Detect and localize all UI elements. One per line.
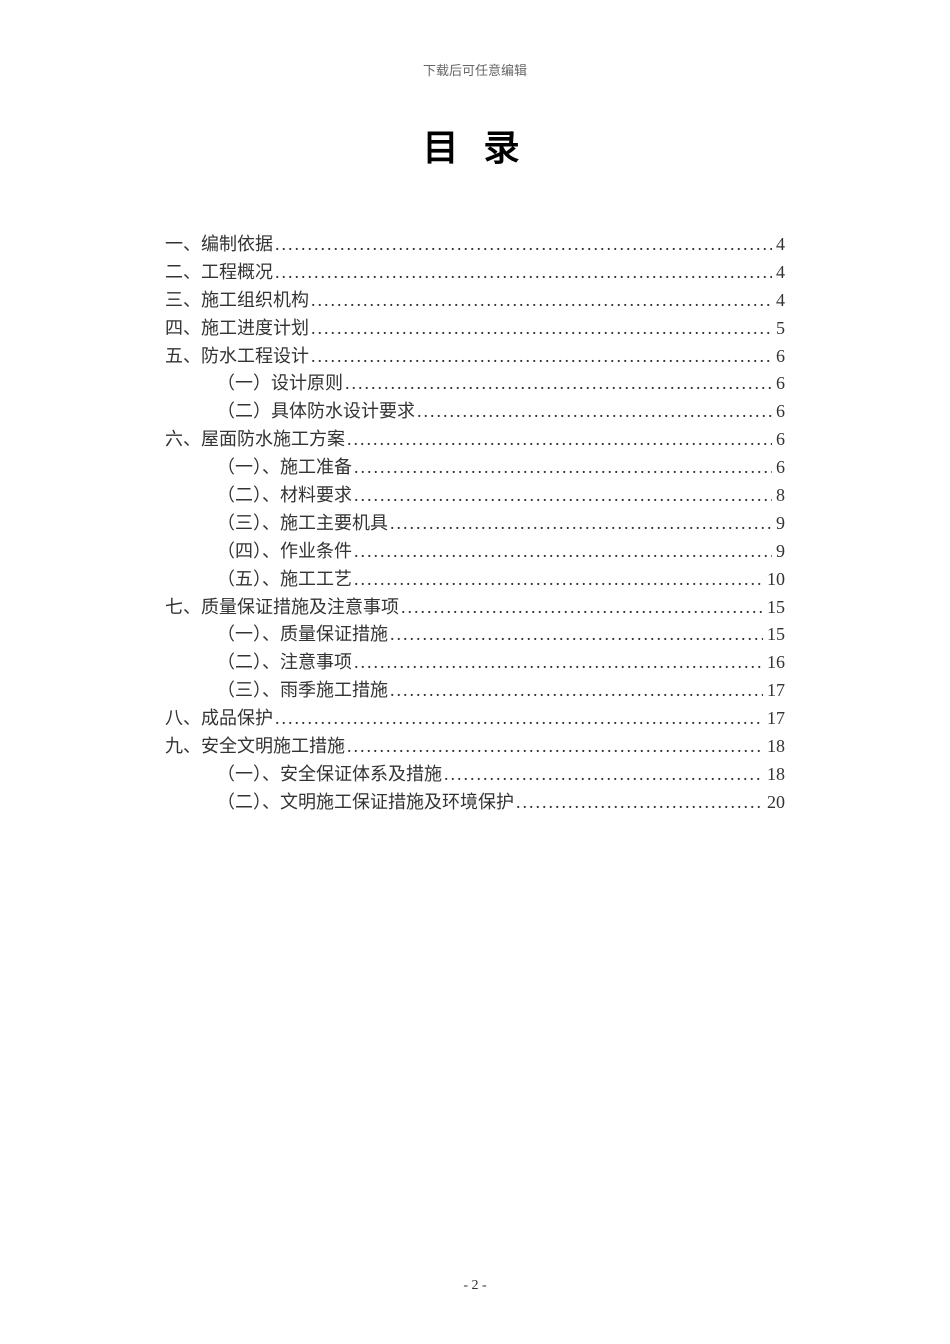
toc-entry: 六、屋面防水施工方案 6	[165, 426, 785, 454]
toc-entry-label: 六、屋面防水施工方案	[165, 426, 345, 454]
toc-dots	[390, 510, 772, 538]
toc-dots	[275, 259, 772, 287]
toc-entry-page: 8	[774, 482, 785, 510]
toc-dots	[516, 789, 763, 817]
toc-entry-page: 5	[774, 315, 785, 343]
toc-entry: （四）、作业条件 9	[165, 538, 785, 566]
toc-entry: 四、施工进度计划 5	[165, 315, 785, 343]
toc-entry: 八、成品保护 17	[165, 705, 785, 733]
toc-dots	[347, 426, 772, 454]
toc-entry-page: 20	[765, 789, 785, 817]
toc-entry-page: 6	[774, 454, 785, 482]
toc-dots	[354, 482, 772, 510]
toc-dots	[354, 454, 772, 482]
toc-entry-label: （三）、雨季施工措施	[217, 677, 388, 705]
toc-entry-label: 五、防水工程设计	[165, 343, 309, 371]
toc-entry: （一）设计原则 6	[165, 370, 785, 398]
toc-entry: 二、工程概况 4	[165, 259, 785, 287]
toc-entry-label: （一）设计原则	[217, 370, 343, 398]
toc-entry-page: 17	[765, 705, 785, 733]
toc-entry: （一）、质量保证措施 15	[165, 621, 785, 649]
toc-entry-page: 6	[774, 343, 785, 371]
toc-dots	[311, 343, 772, 371]
toc-entry-label: （三）、施工主要机具	[217, 510, 388, 538]
toc-entry-label: （二）、材料要求	[217, 482, 352, 510]
toc-entry-label: 四、施工进度计划	[165, 315, 309, 343]
toc-entry: 七、质量保证措施及注意事项 15	[165, 594, 785, 622]
toc-dots	[311, 287, 772, 315]
toc-dots	[444, 761, 763, 789]
toc-dots	[311, 315, 772, 343]
toc-entry: （二）、材料要求 8	[165, 482, 785, 510]
toc-entry-page: 15	[765, 621, 785, 649]
toc-entry-label: （二）、注意事项	[217, 649, 352, 677]
toc-entry-label: （一）、质量保证措施	[217, 621, 388, 649]
toc-entry-label: （五）、施工工艺	[217, 566, 352, 594]
page-title: 目 录	[0, 119, 950, 171]
toc-entry: 九、安全文明施工措施 18	[165, 733, 785, 761]
toc-entry: 一、编制依据 4	[165, 231, 785, 259]
toc-entry: 五、防水工程设计 6	[165, 343, 785, 371]
table-of-contents: 一、编制依据4二、工程概况4三、施工组织机构4四、施工进度计划5五、防水工程设计…	[165, 231, 785, 817]
toc-entry-label: 七、质量保证措施及注意事项	[165, 594, 399, 622]
toc-entry-page: 17	[765, 677, 785, 705]
toc-entry-page: 9	[774, 510, 785, 538]
toc-dots	[275, 705, 763, 733]
toc-entry-label: 三、施工组织机构	[165, 287, 309, 315]
toc-entry-label: 一、编制依据	[165, 231, 273, 259]
page-number: - 2 -	[0, 1278, 950, 1294]
toc-entry-label: （二）具体防水设计要求	[217, 398, 415, 426]
toc-dots	[354, 538, 772, 566]
toc-dots	[354, 649, 763, 677]
toc-dots	[417, 398, 772, 426]
toc-entry-label: 二、工程概况	[165, 259, 273, 287]
toc-entry-label: （一）、安全保证体系及措施	[217, 761, 442, 789]
toc-entry: （二）、注意事项 16	[165, 649, 785, 677]
toc-dots	[345, 370, 772, 398]
toc-entry-page: 4	[774, 259, 785, 287]
toc-dots	[354, 566, 763, 594]
toc-entry-page: 10	[765, 566, 785, 594]
toc-entry: （五）、施工工艺 10	[165, 566, 785, 594]
toc-entry-label: （二）、文明施工保证措施及环境保护	[217, 789, 514, 817]
toc-entry-label: （一）、施工准备	[217, 454, 352, 482]
toc-entry-page: 6	[774, 426, 785, 454]
toc-entry: 三、施工组织机构 4	[165, 287, 785, 315]
toc-entry: （三）、施工主要机具 9	[165, 510, 785, 538]
toc-entry-label: 八、成品保护	[165, 705, 273, 733]
toc-entry: （二）、文明施工保证措施及环境保护 20	[165, 789, 785, 817]
toc-dots	[401, 594, 763, 622]
toc-entry-page: 9	[774, 538, 785, 566]
toc-entry-page: 4	[774, 287, 785, 315]
toc-entry: （二）具体防水设计要求 6	[165, 398, 785, 426]
toc-dots	[347, 733, 763, 761]
toc-entry-page: 6	[774, 398, 785, 426]
toc-entry-page: 18	[765, 761, 785, 789]
toc-entry-page: 16	[765, 649, 785, 677]
toc-entry: （三）、雨季施工措施 17	[165, 677, 785, 705]
toc-entry-label: （四）、作业条件	[217, 538, 352, 566]
toc-entry-page: 6	[774, 370, 785, 398]
toc-entry: （一）、安全保证体系及措施 18	[165, 761, 785, 789]
toc-entry-page: 4	[774, 231, 785, 259]
toc-entry-label: 九、安全文明施工措施	[165, 733, 345, 761]
toc-dots	[390, 621, 763, 649]
toc-entry-page: 15	[765, 594, 785, 622]
toc-dots	[390, 677, 763, 705]
header-note: 下载后可任意编辑	[0, 60, 950, 79]
toc-entry-page: 18	[765, 733, 785, 761]
toc-dots	[275, 231, 772, 259]
toc-entry: （一）、施工准备 6	[165, 454, 785, 482]
